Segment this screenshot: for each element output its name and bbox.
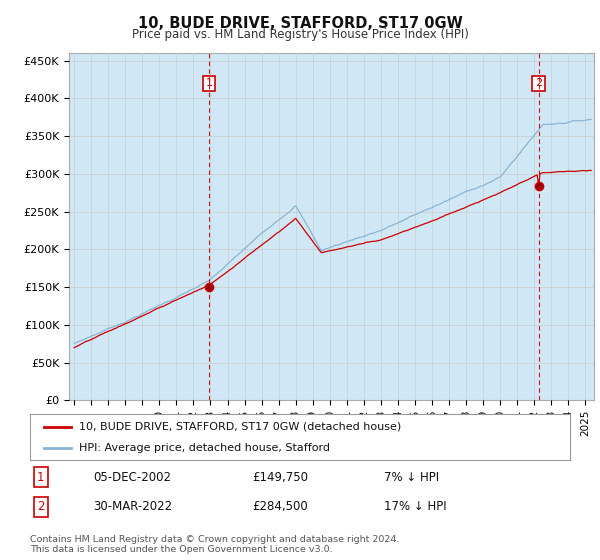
Text: 10, BUDE DRIVE, STAFFORD, ST17 0GW (detached house): 10, BUDE DRIVE, STAFFORD, ST17 0GW (deta… [79, 422, 401, 432]
Text: 2: 2 [535, 78, 542, 88]
Text: 1: 1 [206, 78, 212, 88]
Text: £149,750: £149,750 [252, 470, 308, 484]
Text: 1: 1 [37, 470, 44, 484]
Text: 30-MAR-2022: 30-MAR-2022 [93, 500, 172, 514]
Text: 05-DEC-2002: 05-DEC-2002 [93, 470, 171, 484]
Text: 2: 2 [37, 500, 44, 514]
Text: Contains HM Land Registry data © Crown copyright and database right 2024.
This d: Contains HM Land Registry data © Crown c… [30, 535, 400, 554]
Text: 17% ↓ HPI: 17% ↓ HPI [384, 500, 446, 514]
Text: 7% ↓ HPI: 7% ↓ HPI [384, 470, 439, 484]
Text: 10, BUDE DRIVE, STAFFORD, ST17 0GW: 10, BUDE DRIVE, STAFFORD, ST17 0GW [137, 16, 463, 31]
Text: Price paid vs. HM Land Registry's House Price Index (HPI): Price paid vs. HM Land Registry's House … [131, 28, 469, 41]
Text: £284,500: £284,500 [252, 500, 308, 514]
Text: HPI: Average price, detached house, Stafford: HPI: Average price, detached house, Staf… [79, 443, 329, 453]
